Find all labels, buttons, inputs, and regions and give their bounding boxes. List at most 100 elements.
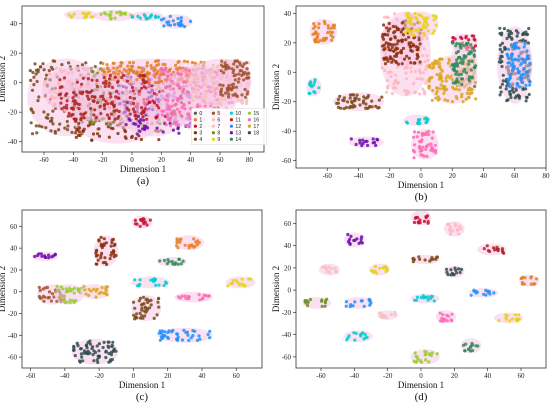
point [138, 89, 142, 93]
point [415, 52, 419, 57]
point [418, 60, 422, 64]
point [130, 85, 134, 90]
point [362, 304, 366, 308]
point [111, 120, 115, 124]
point [233, 59, 237, 63]
cluster-class-6 [444, 221, 465, 237]
point [116, 131, 120, 136]
point [157, 15, 161, 19]
y-tick-label: 60 [10, 223, 18, 231]
point [523, 42, 527, 46]
point [424, 358, 428, 362]
point [461, 100, 465, 104]
point [146, 300, 150, 305]
point [84, 61, 88, 65]
point [139, 137, 143, 142]
point [317, 86, 321, 90]
point [186, 90, 190, 94]
point [166, 104, 170, 108]
point [360, 299, 364, 303]
point [39, 296, 43, 300]
point [381, 35, 385, 39]
point [63, 126, 67, 130]
point [134, 117, 138, 121]
point [70, 14, 74, 19]
point [374, 143, 378, 148]
point [46, 113, 50, 117]
point [104, 122, 108, 126]
cluster-class-9 [494, 312, 523, 324]
y-tick-label: 40 [10, 20, 18, 28]
point [142, 301, 146, 306]
point [80, 82, 84, 86]
point [181, 259, 185, 263]
point [35, 131, 39, 135]
point [438, 64, 442, 68]
point [498, 85, 502, 89]
point [168, 107, 172, 111]
point [49, 299, 54, 303]
point [204, 91, 208, 95]
point [363, 336, 368, 340]
point [163, 334, 167, 338]
point [133, 306, 137, 310]
point [344, 304, 348, 308]
point [492, 246, 496, 250]
legend-label: 17 [253, 124, 259, 130]
point [435, 73, 439, 77]
point [29, 78, 33, 82]
point [59, 96, 64, 100]
point [116, 79, 120, 83]
point [463, 349, 467, 353]
point [138, 129, 142, 133]
point [110, 238, 114, 242]
point [60, 85, 64, 89]
point [104, 285, 108, 289]
point [86, 77, 90, 81]
point [153, 75, 157, 79]
point [418, 92, 422, 96]
point [187, 69, 191, 73]
legend-label: 13 [235, 131, 241, 137]
point [424, 132, 428, 137]
point [193, 64, 197, 68]
point [461, 61, 465, 66]
point [191, 334, 195, 338]
point [187, 123, 191, 127]
point [215, 102, 219, 106]
cluster-class-10 [131, 276, 170, 289]
point [131, 61, 135, 65]
point [208, 336, 212, 340]
cluster-class-18 [71, 338, 119, 365]
cluster-class-9 [403, 11, 439, 38]
point [95, 78, 99, 83]
point [130, 15, 134, 19]
point [62, 76, 67, 80]
point [161, 130, 165, 134]
point [193, 61, 197, 65]
point [178, 240, 182, 244]
point [37, 95, 41, 99]
point [187, 246, 191, 250]
point [104, 350, 108, 354]
point [418, 77, 422, 81]
point [464, 54, 468, 58]
point [521, 32, 525, 37]
point [303, 299, 307, 303]
point [502, 251, 506, 255]
point [184, 330, 188, 335]
point [186, 112, 190, 116]
y-axis-label: Dimension 2 [271, 64, 281, 110]
point [135, 132, 139, 136]
point [102, 242, 106, 246]
point [428, 353, 432, 357]
point [59, 101, 63, 105]
point [464, 42, 469, 46]
point [389, 56, 393, 60]
point [53, 252, 58, 256]
point [197, 334, 201, 338]
point [87, 293, 91, 297]
point [111, 340, 115, 344]
point [432, 18, 436, 22]
point [107, 116, 111, 121]
